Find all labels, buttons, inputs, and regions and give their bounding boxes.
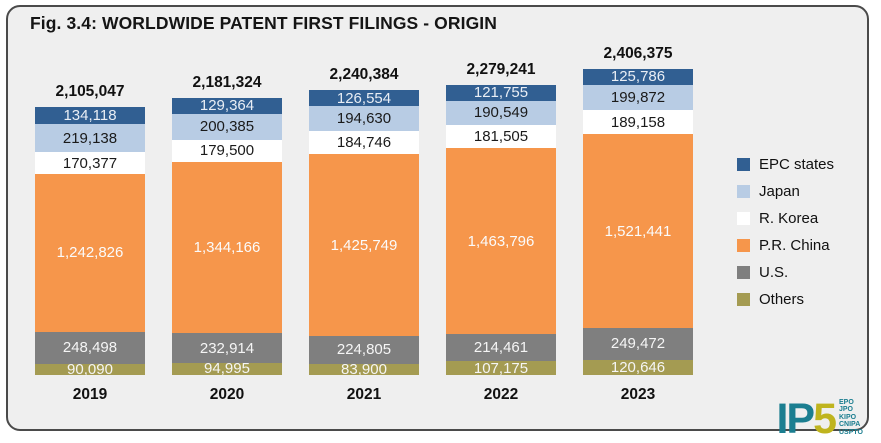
bar-segment-u-s-2019: 248,498 — [35, 331, 145, 364]
bar-segment-u-s-2021: 224,805 — [309, 335, 419, 365]
bar-stack-2023: 125,786 199,872 189,158 1,521,441 249,472 120… — [583, 69, 693, 375]
bar-segment-u-s-2023: 249,472 — [583, 327, 693, 360]
bar-2023: 2,406,375 125,786 199,872 189,158 1,521,441 2… — [583, 45, 693, 403]
bar-segment-p-r-china-2022: 1,463,796 — [446, 147, 556, 335]
total-label-2023: 2,406,375 — [603, 45, 673, 62]
legend-label-p-r-china: P.R. China — [759, 236, 830, 254]
bar-segment-epc-states-2019: 134,118 — [35, 107, 145, 125]
ip5-logo: IP5 EPO JPO KIPO CNIPA USPTO — [776, 398, 863, 441]
bar-2019: 2,105,047 134,118 219,138 170,377 1,242,826 2… — [35, 83, 145, 403]
logo-office-list: EPO JPO KIPO CNIPA USPTO — [839, 399, 863, 437]
bar-stack-2020: 129,364 200,385 179,500 1,344,166 232,914 94,… — [172, 97, 282, 376]
bar-stack-2019: 134,118 219,138 170,377 1,242,826 248,498 90,… — [35, 107, 145, 377]
bar-segment-epc-states-2021: 126,554 — [309, 90, 419, 107]
bar-segment-u-s-2022: 214,461 — [446, 334, 556, 362]
logo-five-digit: 5 — [813, 395, 837, 443]
bar-segment-r-korea-2020: 179,500 — [172, 139, 282, 163]
bar-segment-epc-states-2023: 125,786 — [583, 69, 693, 85]
legend-item-u-s: U.S. — [737, 263, 834, 281]
legend-swatch-p-r-china — [737, 238, 750, 252]
bar-2021: 2,240,384 126,554 194,630 184,746 1,425,749 2… — [309, 66, 419, 403]
legend-swatch-epc-states — [737, 157, 750, 171]
year-label-2020: 2020 — [209, 386, 245, 403]
bar-segment-japan-2021: 194,630 — [309, 106, 419, 131]
legend-label-japan: Japan — [759, 182, 800, 200]
legend-label-u-s: U.S. — [759, 263, 789, 281]
bar-stack-2022: 121,755 190,549 181,505 1,463,796 214,461 107… — [446, 85, 556, 375]
legend-swatch-r-korea — [737, 211, 750, 225]
bar-segment-p-r-china-2023: 1,521,441 — [583, 134, 693, 328]
total-label-2022: 2,279,241 — [466, 61, 536, 79]
legend-item-p-r-china: P.R. China — [737, 236, 834, 254]
ip5-logo-text: IP5 — [776, 398, 837, 441]
year-label-2021: 2021 — [346, 386, 382, 403]
legend-swatch-others — [737, 292, 750, 306]
logo-office-uspto: USPTO — [839, 428, 863, 436]
bar-segment-p-r-china-2021: 1,425,749 — [309, 154, 419, 336]
logo-office-jpo: JPO — [839, 406, 854, 413]
legend-item-others: Others — [737, 290, 834, 308]
bar-segment-japan-2019: 219,138 — [35, 124, 145, 153]
year-label-2023: 2023 — [620, 386, 656, 403]
logo-ip-letters: IP — [776, 395, 815, 443]
year-label-2019: 2019 — [72, 386, 108, 403]
total-label-2019: 2,105,047 — [55, 83, 125, 101]
legend-label-epc-states: EPC states — [759, 155, 835, 173]
legend-label-others: Others — [759, 290, 805, 308]
bar-segment-p-r-china-2019: 1,242,826 — [35, 173, 145, 332]
bar-segment-r-korea-2019: 170,377 — [35, 152, 145, 174]
year-label-2022: 2022 — [483, 386, 519, 403]
total-label-2020: 2,181,324 — [192, 73, 262, 91]
bar-segment-others-2019: 90,090 — [35, 361, 145, 377]
bar-segment-p-r-china-2020: 1,344,166 — [172, 162, 282, 334]
logo-office-cnipa: CNIPA — [839, 421, 861, 428]
bar-stack-2021: 126,554 194,630 184,746 1,425,749 224,805 83,… — [309, 90, 419, 377]
bar-2022: 2,279,241 121,755 190,549 181,505 1,463,796 2… — [446, 61, 556, 403]
bar-segment-others-2023: 120,646 — [583, 360, 693, 375]
legend: EPC states Japan R. Korea P.R. China U.S. Oth… — [737, 155, 834, 317]
legend-swatch-u-s — [737, 265, 750, 279]
legend-swatch-japan — [737, 184, 750, 198]
figure-border — [6, 5, 869, 431]
total-label-2021: 2,240,384 — [329, 66, 399, 84]
bar-segment-others-2022: 107,175 — [446, 361, 556, 375]
bar-segment-u-s-2020: 232,914 — [172, 333, 282, 363]
bar-segment-japan-2023: 199,872 — [583, 84, 693, 111]
bar-segment-r-korea-2021: 184,746 — [309, 130, 419, 155]
bar-segment-others-2020: 94,995 — [172, 361, 282, 376]
logo-office-epo: EPO — [839, 398, 854, 406]
bar-segment-epc-states-2022: 121,755 — [446, 85, 556, 101]
bar-segment-r-korea-2023: 189,158 — [583, 110, 693, 135]
bar-segment-others-2021: 83,900 — [309, 362, 419, 377]
legend-item-r-korea: R. Korea — [737, 209, 834, 227]
bar-segment-japan-2020: 200,385 — [172, 114, 282, 140]
legend-label-r-korea: R. Korea — [759, 209, 819, 227]
bar-segment-epc-states-2020: 129,364 — [172, 97, 282, 115]
bar-segment-r-korea-2022: 181,505 — [446, 124, 556, 148]
figure-title: Fig. 3.4: WORLDWIDE PATENT FIRST FILINGS… — [30, 13, 498, 33]
logo-office-kipo: KIPO — [839, 413, 857, 421]
bar-2020: 2,181,324 129,364 200,385 179,500 1,344,166 2… — [172, 74, 282, 403]
bar-segment-japan-2022: 190,549 — [446, 100, 556, 125]
legend-item-japan: Japan — [737, 182, 834, 200]
legend-item-epc-states: EPC states — [737, 155, 834, 173]
